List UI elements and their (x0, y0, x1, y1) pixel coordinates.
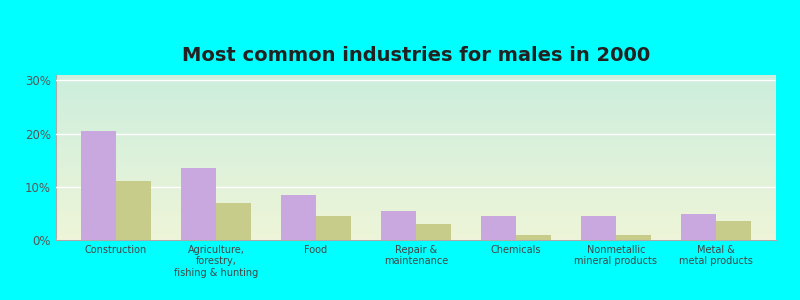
Bar (381, 211, 416, 240)
Bar (81, 131, 116, 240)
Bar (681, 214, 716, 240)
Bar (481, 216, 516, 240)
Bar (181, 168, 216, 240)
Title: Most common industries for males in 2000: Most common industries for males in 2000 (182, 46, 650, 65)
Bar (216, 203, 251, 240)
Bar (716, 221, 751, 240)
Bar (116, 182, 151, 240)
Bar (581, 216, 616, 240)
Bar (616, 235, 651, 240)
Bar (416, 224, 451, 240)
Bar (516, 235, 551, 240)
Bar (281, 195, 316, 240)
Bar (316, 216, 351, 240)
